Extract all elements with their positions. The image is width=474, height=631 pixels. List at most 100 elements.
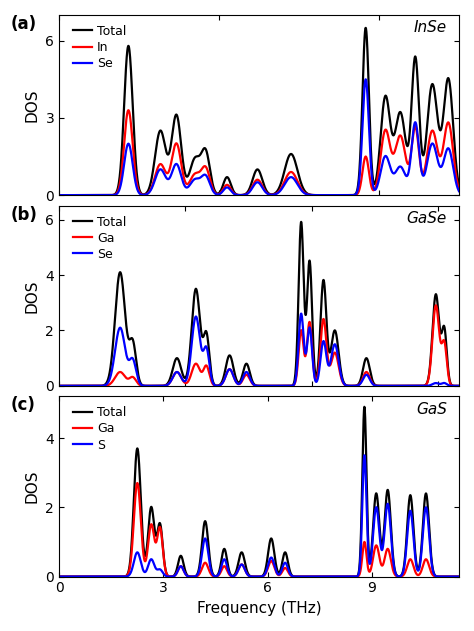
Total: [445, 356, 450, 363]
Line: Total: Total: [59, 28, 459, 195]
Text: (b): (b): [11, 206, 38, 224]
Se: [77, 191, 82, 199]
Ga: [445, 365, 450, 372]
S: [362, 452, 367, 459]
Ga: [240, 562, 246, 570]
Ga: [240, 375, 246, 383]
Total: [251, 573, 256, 581]
S: [240, 562, 246, 569]
Ga: [77, 573, 82, 581]
Total: [445, 76, 450, 83]
X-axis label: Frequency (THz): Frequency (THz): [197, 601, 321, 616]
Text: GaS: GaS: [416, 402, 447, 417]
Ga: [445, 573, 450, 581]
Se: [371, 381, 377, 389]
Se: [251, 182, 256, 190]
S: [251, 573, 256, 581]
Y-axis label: DOS: DOS: [25, 88, 40, 122]
Total: [56, 382, 62, 390]
Ga: [251, 381, 256, 389]
In: [56, 191, 62, 199]
S: [77, 573, 82, 581]
S: [445, 573, 450, 581]
Total: [240, 550, 246, 558]
Total: [456, 182, 462, 189]
Ga: [371, 381, 377, 389]
Total: [240, 369, 246, 377]
Text: (c): (c): [11, 396, 36, 415]
Total: [298, 218, 304, 226]
In: [77, 191, 82, 199]
Total: [77, 382, 82, 390]
Se: [77, 382, 82, 390]
Total: [240, 191, 246, 199]
Ga: [77, 382, 82, 390]
Se: [445, 144, 450, 152]
Se: [56, 191, 62, 199]
In: [240, 191, 246, 199]
Ga: [371, 548, 377, 555]
S: [56, 573, 62, 581]
Ga: [445, 363, 450, 370]
Total: [251, 380, 256, 387]
Y-axis label: DOS: DOS: [25, 469, 40, 504]
Total: [445, 358, 450, 366]
Total: [371, 180, 377, 187]
Ga: [445, 573, 450, 581]
Total: [445, 573, 450, 581]
Total: [363, 24, 369, 32]
Ga: [56, 573, 62, 581]
Total: [77, 573, 82, 581]
Total: [445, 573, 450, 581]
Se: [456, 187, 462, 195]
Total: [56, 573, 62, 581]
Se: [456, 382, 462, 390]
Total: [456, 382, 462, 390]
S: [371, 517, 377, 524]
Ga: [433, 302, 438, 309]
Se: [251, 380, 256, 388]
Se: [363, 76, 369, 83]
In: [126, 107, 131, 114]
Text: InSe: InSe: [414, 20, 447, 35]
Se: [445, 380, 450, 388]
Legend: Total, Ga, Se: Total, Ga, Se: [73, 216, 127, 261]
S: [456, 573, 462, 581]
Se: [56, 382, 62, 390]
Ga: [456, 573, 462, 581]
Total: [445, 75, 450, 83]
Total: [362, 403, 367, 411]
Se: [240, 374, 246, 382]
Y-axis label: DOS: DOS: [25, 279, 40, 312]
Ga: [135, 480, 140, 487]
Legend: Total, In, Se: Total, In, Se: [73, 25, 127, 70]
Line: Total: Total: [59, 222, 459, 386]
Line: Total: Total: [59, 407, 459, 577]
Text: (a): (a): [11, 15, 37, 33]
Total: [371, 380, 377, 387]
Line: In: In: [59, 110, 459, 195]
Ga: [251, 573, 256, 581]
In: [445, 119, 450, 127]
In: [456, 186, 462, 193]
S: [445, 573, 450, 581]
Total: [251, 173, 256, 180]
Line: Ga: Ga: [59, 305, 459, 386]
Ga: [56, 382, 62, 390]
In: [371, 186, 377, 194]
Ga: [456, 382, 462, 390]
Se: [445, 381, 450, 389]
Total: [371, 506, 377, 514]
Line: Se: Se: [59, 314, 459, 386]
In: [251, 180, 256, 187]
Legend: Total, Ga, S: Total, Ga, S: [73, 406, 127, 452]
Se: [298, 310, 304, 317]
Total: [56, 191, 62, 199]
Se: [371, 186, 377, 193]
In: [445, 119, 450, 127]
Line: Ga: Ga: [59, 483, 459, 577]
Line: S: S: [59, 456, 459, 577]
Se: [445, 145, 450, 153]
Text: GaSe: GaSe: [407, 211, 447, 226]
Total: [77, 191, 82, 199]
